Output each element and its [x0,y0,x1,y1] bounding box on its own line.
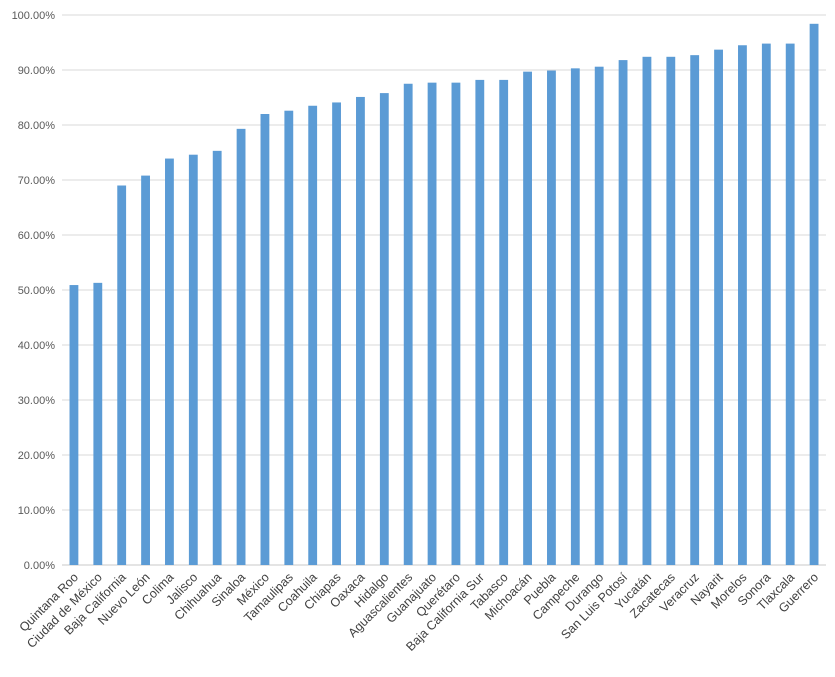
bar [403,83,413,565]
bars [69,23,819,566]
bar [117,185,127,565]
bar [284,110,294,565]
bar [308,105,318,565]
bar [93,282,103,565]
bar [785,43,795,566]
y-tick-label: 60.00% [18,230,56,242]
bar [547,70,556,566]
bar [69,285,79,565]
y-tick-label: 40.00% [18,340,56,352]
bar [642,56,652,566]
bar [761,43,771,566]
bar [594,66,604,565]
bar [666,56,676,566]
bar [618,60,628,565]
bar [141,175,150,565]
bar [236,128,246,565]
bar [165,158,174,566]
bar [332,102,341,565]
bar [714,49,723,565]
bar [570,68,580,565]
bar [260,114,270,565]
y-axis-tick-labels: 0.00% 10.00% 20.00% 30.00% 40.00% 50.00% 60.00… [12,10,56,572]
gridlines [62,14,826,566]
bar [379,93,389,565]
bar [451,82,461,566]
y-tick-label: 50.00% [18,285,56,297]
y-tick-label: 100.00% [12,10,56,22]
y-tick-label: 90.00% [18,65,56,77]
bar [523,71,532,566]
y-tick-label: 10.00% [18,505,56,517]
y-tick-label: 80.00% [18,120,56,132]
bar [212,150,222,565]
bar [738,45,747,565]
y-tick-label: 0.00% [24,560,55,572]
y-tick-label: 30.00% [18,395,56,407]
y-tick-label: 20.00% [18,450,56,462]
bar [690,55,700,566]
bar [427,82,437,566]
bar [475,79,485,566]
bar [188,154,198,565]
bar [809,23,819,566]
y-tick-label: 70.00% [18,175,56,187]
bar [499,79,509,566]
bar [356,96,365,565]
